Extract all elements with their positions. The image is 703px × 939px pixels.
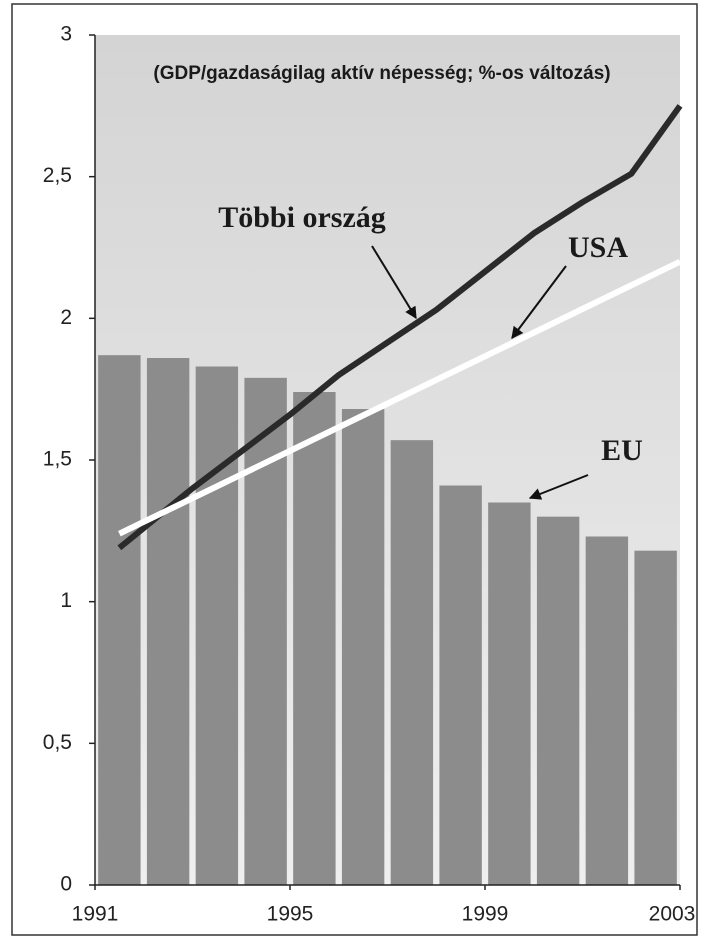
- arrow: [511, 265, 567, 339]
- series-label: USA: [568, 231, 628, 264]
- bar: [390, 440, 434, 885]
- y-tick-label: 1,5: [43, 448, 72, 471]
- x-tick-label: 1999: [462, 903, 509, 926]
- plot-background: [95, 35, 680, 885]
- y-tick-label: 1: [60, 589, 72, 612]
- bar: [536, 516, 580, 885]
- bar: [293, 392, 336, 885]
- series-label: EU: [601, 434, 643, 467]
- subtitle: (GDP/gazdaságilag aktív népesség; %-os v…: [153, 63, 610, 84]
- bar: [341, 409, 385, 885]
- line: [117, 104, 683, 551]
- arrow: [371, 245, 417, 320]
- x-tick-label: 1991: [72, 903, 119, 926]
- y-tick-label: 2: [60, 306, 72, 329]
- y-tick-label: 0: [60, 873, 72, 896]
- series-label: Többi ország: [218, 201, 386, 234]
- y-tick-label: 0,5: [43, 731, 72, 754]
- bar: [98, 355, 141, 886]
- bar: [585, 536, 629, 885]
- bar: [488, 502, 531, 885]
- bar: [195, 366, 239, 885]
- x-tick-label: 1995: [267, 903, 314, 926]
- arrow: [528, 474, 589, 500]
- y-tick-label: 3: [60, 23, 72, 46]
- bar: [146, 358, 190, 885]
- bar: [634, 550, 677, 885]
- y-tick-label: 2,5: [43, 164, 72, 187]
- line: [118, 258, 682, 537]
- x-tick-label: 2003: [649, 903, 696, 926]
- bar: [439, 485, 482, 885]
